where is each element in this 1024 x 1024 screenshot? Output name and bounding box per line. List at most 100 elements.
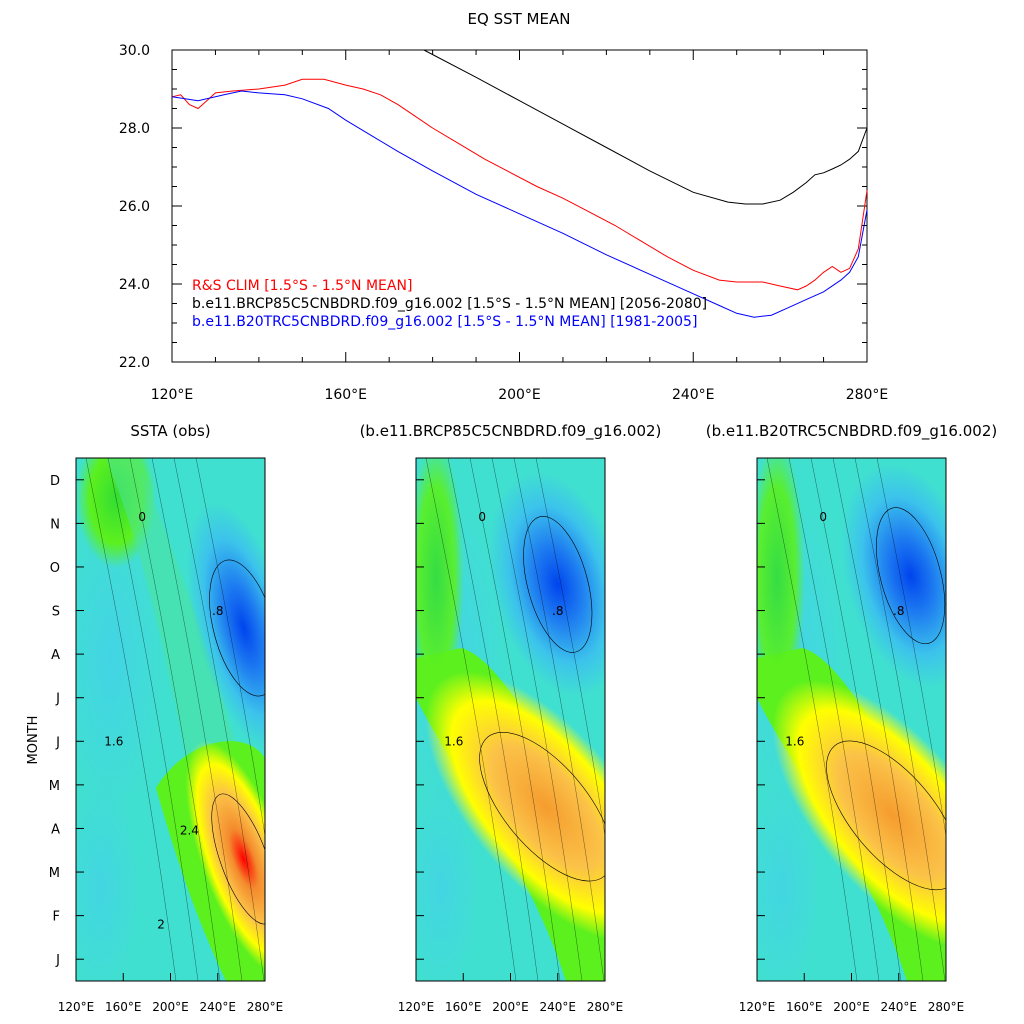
panel-x-tick-label: 160°E [786,1000,823,1014]
x-tick-label: 120°E [151,387,194,403]
month-tick-label: D [50,474,60,489]
x-tick-label: 240°E [672,387,715,403]
field-cyan-band-low [76,778,141,981]
contour-label: 1.6 [785,735,804,749]
contour-line-cold [876,507,946,645]
contour-line [766,458,858,981]
month-tick-label: A [51,822,60,837]
contour-line [425,458,517,981]
panel-x-tick-label: 200°E [492,1000,529,1014]
contour-line [107,458,199,981]
contour-line [810,458,902,981]
field-cyan-band-low [757,778,822,981]
contour-label: 0 [478,510,486,524]
contour-label: 0 [819,510,827,524]
panel-x-tick-label: 240°E [540,1000,577,1014]
month-tick-label: J [55,735,60,750]
panel-x-tick-label: 120°E [398,1000,435,1014]
panel-x-tick-label: 200°E [833,1000,870,1014]
field-green-west [757,458,805,718]
contour-line [832,458,924,981]
series-line-1 [423,49,868,205]
contour-line [447,458,539,981]
month-axis-label: MONTH [26,716,41,765]
cold-anomaly [488,472,605,697]
y-tick-label: 28.0 [119,121,150,137]
x-tick-label: 160°E [324,387,367,403]
contour-label: 1.6 [444,735,463,749]
contour-label: 2.4 [180,824,199,838]
panel-x-tick-label: 160°E [105,1000,142,1014]
x-tick-label: 280°E [846,387,889,403]
panel-title: (b.e11.BRCP85C5CNBDRD.f09_g16.002) [360,422,662,441]
contour-line [173,458,265,981]
field-cyan-band-low [416,778,481,981]
contour-line [469,458,561,981]
contour-line-cold [209,559,265,697]
contour-line [854,458,946,981]
contour-line-warm [479,731,605,882]
y-tick-label: 26.0 [119,199,150,215]
heatmap-panel-rcp85: (b.e11.BRCP85C5CNBDRD.f09_g16.002) 0 .8 1.6… [360,422,662,1014]
y-tick-label: 30.0 [119,43,150,59]
panel-x-tick-label: 120°E [58,1000,95,1014]
month-tick-label: F [53,910,60,925]
panel-x-tick-label: 120°E [739,1000,776,1014]
y-tick-label: 24.0 [119,277,150,293]
contour-label: 2 [157,918,165,932]
x-tick-label: 200°E [498,387,541,403]
panel-x-tick-label: 160°E [445,1000,482,1014]
contour-line [788,458,880,981]
contour-line-warm [211,793,265,925]
panel-title: (b.e11.B20TRC5CNBDRD.f09_g16.002) [706,422,997,441]
cold-anomaly [841,463,946,689]
series-line-0 [171,78,868,291]
contour-line [876,458,946,838]
contour-line [195,458,265,838]
month-tick-label: J [55,953,60,968]
legend-entry-2: b.e11.B20TRC5CNBDRD.f09_g16.002 [1.5°S -… [192,314,697,330]
month-tick-label: M [49,866,60,881]
contour-label: 0 [138,510,146,524]
panel-x-tick-label: 240°E [200,1000,237,1014]
y-tick-label: 22.0 [119,355,150,371]
field-cyan-band [76,498,166,818]
contour-label: 1.6 [104,735,123,749]
panel-field [76,458,265,981]
panel-field [416,458,605,981]
panel-title: SSTA (obs) [130,422,210,440]
line-chart-ticks: 22.0 24.0 26.0 28.0 30.0 120°E 160°E 200°E 240°E… [119,43,888,403]
panel-x-tick-label: 240°E [881,1000,918,1014]
contour-line [85,458,177,981]
month-tick-label: M [49,779,60,794]
contour-label: .8 [212,604,223,618]
contour-label: .8 [552,604,563,618]
field-transition-band [106,458,246,788]
legend-entry-0: R&S CLIM [1.5°S - 1.5°N MEAN] [192,278,412,294]
panel-field [757,458,946,981]
month-tick-label: A [51,648,60,663]
line-chart-title: EQ SST MEAN [468,10,571,28]
panel-x-tick-label: 280°E [928,1000,965,1014]
line-chart-series [171,49,868,318]
contour-label: .8 [893,604,904,618]
contour-line-warm [826,740,946,891]
line-chart: EQ SST MEAN 22.0 24.0 26.0 28.0 30.0 120°E 160… [119,10,888,403]
contour-line [513,458,605,981]
month-tick-label: O [50,561,60,576]
month-tick-label: S [52,605,60,620]
series-line-2 [171,90,868,318]
contour-line [535,458,605,838]
field-green-west [416,458,464,718]
line-chart-legend: R&S CLIM [1.5°S - 1.5°N MEAN] b.e11.BRCP8… [192,278,707,330]
contour-line [151,458,243,981]
contour-line-cold [523,516,593,653]
month-tick-label: J [55,692,60,707]
panel-x-tick-label: 280°E [587,1000,624,1014]
heatmap-panel-obs: SSTA (obs) 0 .8 1.6 2.4 2 120°E 160°E 200°E 240°E… [49,422,283,1014]
panel-x-tick-label: 200°E [152,1000,189,1014]
contour-line [491,458,583,981]
month-tick-label: N [50,517,60,532]
contour-line [129,458,221,981]
